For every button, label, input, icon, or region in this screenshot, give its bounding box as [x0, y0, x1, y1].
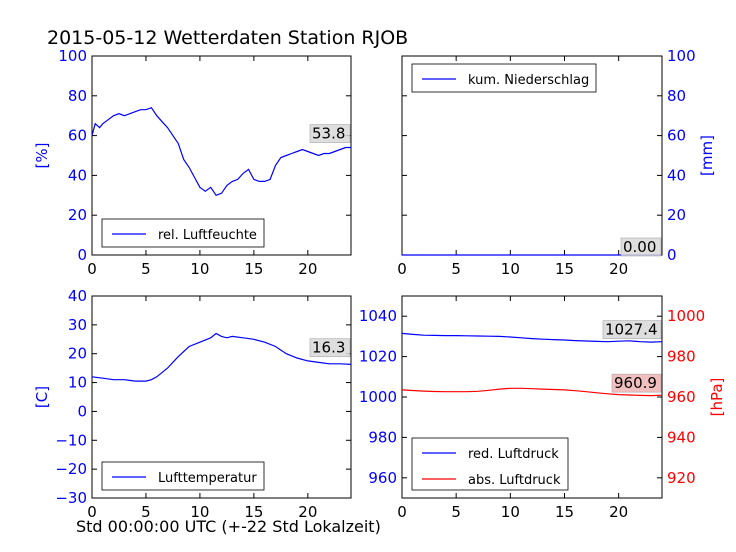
y-tick-label-right: 920: [667, 469, 696, 487]
y-tick-label: 80: [667, 87, 686, 105]
y-tick-label: 30: [68, 316, 87, 334]
x-tick-label: 10: [501, 260, 520, 278]
y-tick-label: 10: [68, 374, 87, 392]
y-tick-label: 100: [667, 47, 696, 65]
x-tick-label: 0: [397, 503, 407, 521]
x-tick-label: 15: [244, 260, 263, 278]
y-tick-label: 20: [667, 206, 686, 224]
last-value-label: 16.3: [312, 339, 345, 357]
panel-top-right: 0 5 10 15 20 0 20 40 60 80 100 [mm] 0.00 kum. Nieders…: [397, 47, 716, 278]
y-tick-label: 1020: [359, 348, 397, 366]
x-tick-label: 0: [87, 260, 97, 278]
x-tick-label: 20: [298, 260, 317, 278]
axes-frame: [91, 295, 352, 499]
panel-top-left: 0 5 10 15 20 0 20 40 60 80 100 [%] 53.8 rel. Luftfeuc…: [33, 47, 352, 278]
y-axis-label: [C]: [33, 386, 51, 408]
y-tick-label: 60: [68, 127, 87, 145]
last-value-label: 0.00: [623, 238, 656, 256]
y-tick-label-right: 940: [667, 428, 696, 446]
x-tick-label: 10: [190, 503, 209, 521]
last-value-label: 960.9: [614, 374, 657, 392]
last-value-box: [611, 373, 662, 393]
x-tick-label: 5: [451, 503, 461, 521]
legend-box: [101, 461, 265, 491]
x-tick-label: 5: [141, 260, 151, 278]
x-tick-label: 20: [298, 503, 317, 521]
y-tick-label: 0: [77, 402, 87, 420]
x-tick-label: 5: [451, 260, 461, 278]
y-tick-label: −30: [55, 489, 87, 507]
y-tick-label: 1000: [359, 388, 397, 406]
figure-title: 2015-05-12 Wetterdaten Station RJOB: [47, 27, 408, 49]
legend-box: [411, 63, 597, 93]
last-value-box: [309, 124, 351, 143]
x-tick-label: 10: [190, 260, 209, 278]
x-tick-label: 0: [87, 503, 97, 521]
x-tick-label: 20: [609, 503, 628, 521]
series-line-1: [401, 387, 663, 397]
legend-label: rel. Luftfeuchte: [158, 228, 257, 243]
y-tick-label: 0: [77, 246, 87, 264]
x-tick-label: 15: [244, 503, 263, 521]
series-line-0: [91, 332, 352, 382]
axes-frame: [91, 55, 352, 256]
y-axis-label: [%]: [33, 143, 51, 169]
series-line-0: [91, 106, 351, 197]
y-axis-label: [hPa]: [708, 378, 726, 417]
y-tick-label: 20: [68, 206, 87, 224]
y-tick-label: 20: [68, 345, 87, 363]
y-tick-label: 960: [368, 469, 397, 487]
x-axis-label: Std 00:00:00 UTC (+-22 Std Lokalzeit): [76, 517, 381, 536]
y-tick-label: 1040: [359, 307, 397, 325]
x-tick-label: 0: [397, 260, 407, 278]
y-tick-label: 100: [58, 47, 87, 65]
y-tick-label-right: 980: [667, 348, 696, 366]
last-value-label: 53.8: [312, 125, 345, 143]
y-tick-label-right: 1000: [667, 307, 705, 325]
x-tick-label: 15: [555, 260, 574, 278]
legend-label: kum. Niederschlag: [468, 73, 589, 88]
y-axis-label: [mm]: [698, 135, 716, 176]
x-tick-label: 15: [555, 503, 574, 521]
y-tick-label-right: 960: [667, 388, 696, 406]
x-tick-label: 10: [501, 503, 520, 521]
y-tick-label: 40: [68, 166, 87, 184]
y-tick-label: −20: [55, 460, 87, 478]
y-tick-label: 40: [68, 287, 87, 305]
legend-label: abs. Luftdruck: [468, 473, 561, 488]
last-value-box: [309, 338, 351, 358]
series-line-0: [401, 332, 663, 343]
legend-label: Lufttemperatur: [158, 471, 257, 486]
y-tick-label: 0: [667, 246, 677, 264]
x-tick-label: 5: [141, 503, 151, 521]
legend-box: [101, 218, 265, 248]
y-tick-label: 80: [68, 87, 87, 105]
y-tick-label: −10: [55, 431, 87, 449]
legend-label: red. Luftdruck: [468, 447, 559, 462]
last-value-box: [602, 320, 662, 339]
y-tick-label: 40: [667, 166, 686, 184]
legend-box: [411, 437, 569, 491]
x-tick-label: 20: [609, 260, 628, 278]
last-value-box: [620, 237, 662, 257]
panel-bottom-right: 0 5 10 15 20 960 980 1000 1020 1040 920 940 960 980 10…: [359, 295, 726, 521]
y-tick-label: 60: [667, 127, 686, 145]
y-tick-label: 980: [368, 428, 397, 446]
panel-bottom-left: 0 5 10 15 20 −30 −20 −10 0 10 20 30 40 [C] 16.3 Lufttem…: [33, 287, 352, 521]
last-value-label: 1027.4: [605, 321, 658, 339]
